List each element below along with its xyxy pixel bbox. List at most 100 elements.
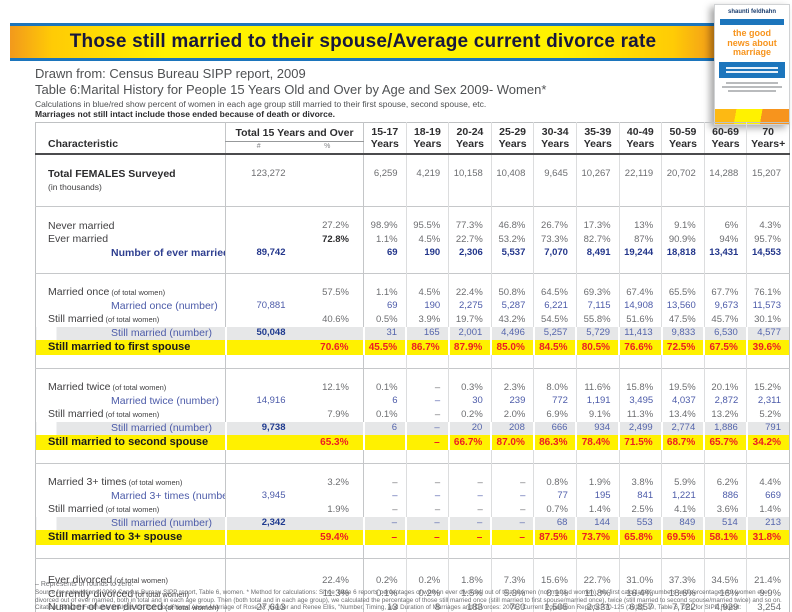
total-percent-cell: 3.2%: [327, 476, 349, 488]
table-row: Still married (of total women) 40.6% 0.5% 3…: [36, 313, 790, 327]
value-cell: 0.2%: [448, 408, 492, 422]
cell: [661, 260, 705, 273]
value-cell: 0.5%: [363, 313, 407, 327]
value-cell: 841: [618, 489, 662, 503]
cell: [291, 355, 364, 368]
value-cell: 5.2%: [746, 408, 790, 422]
cell: [448, 193, 492, 207]
cell: [533, 260, 577, 273]
value-cell: 15.2%: [746, 381, 790, 395]
cell: [448, 545, 492, 558]
value-cell: –: [490, 503, 534, 517]
cell: [363, 260, 407, 273]
cell: [363, 153, 407, 168]
cell: [490, 153, 534, 168]
value-cell: 7.3%: [490, 574, 534, 588]
value-cell: 73.7%: [575, 530, 621, 545]
cell: [533, 545, 577, 558]
table-row: Married once (of total women) 57.5% 1.1% 4.…: [36, 286, 790, 300]
row-label: Still married (of total women): [48, 313, 160, 325]
value-cell: 2.0%: [490, 408, 534, 422]
marital-history-table: Characteristic Total 15 Years and Over 1…: [35, 122, 790, 612]
table-section: Total FEMALES Surveyed (in thousands) 123,…: [35, 153, 790, 207]
value-cell: 22.4%: [448, 286, 492, 300]
cell: [703, 193, 747, 207]
value-cell: 5,729: [575, 326, 621, 340]
cell: [490, 272, 534, 286]
value-cell: 144: [575, 516, 621, 530]
value-cell: 1,191: [575, 394, 620, 408]
value-cell: 9.1%: [661, 219, 705, 233]
cell: [661, 206, 705, 220]
spacer-row: [35, 450, 790, 463]
cell: [291, 272, 364, 286]
cell: [405, 367, 449, 381]
value-cell: –: [405, 408, 449, 422]
value-cell: 17.3%: [575, 219, 620, 233]
value-cell: 30.1%: [746, 313, 790, 327]
value-cell: –: [405, 476, 449, 490]
value-cell: –: [362, 530, 408, 545]
total-number-cell: 123,272: [225, 167, 292, 194]
value-cell: [362, 435, 408, 450]
cell: [225, 557, 292, 574]
cell: [448, 367, 492, 381]
table-row: Still married (of total women) 1.9% – – – –0.…: [36, 503, 790, 517]
value-cell: 0.3%: [448, 381, 492, 395]
cell: [703, 462, 747, 476]
value-cell: 11.6%: [575, 381, 620, 395]
table-row: Still married (number) 2,342– – – –68 144 553 8…: [35, 516, 790, 530]
value-cell: 6,857: [618, 601, 662, 612]
cell: [405, 260, 449, 273]
value-cell: 1.5%: [448, 587, 492, 601]
cell: [575, 367, 620, 381]
value-cell: 6: [362, 421, 408, 435]
row-label: Married once (number): [111, 299, 218, 312]
value-cell: 30: [448, 394, 492, 408]
value-cell: 26.7%: [533, 219, 577, 233]
value-cell: 45.7%: [703, 313, 747, 327]
value-cell: 7,115: [575, 299, 620, 313]
value-cell: 4.4%: [746, 476, 790, 490]
value-cell: 15.8%: [618, 381, 662, 395]
value-cell: 65.5%: [661, 286, 705, 300]
cell: [35, 206, 226, 220]
value-cell: 849: [660, 516, 706, 530]
page-title: Those still married to their spouse/Aver…: [69, 31, 657, 52]
cell: [363, 450, 407, 463]
spacer-row: [35, 557, 790, 574]
total-number-cell: 27,613: [225, 601, 292, 612]
cell: [448, 450, 492, 463]
value-cell: 14,908: [618, 299, 662, 313]
row-label: Currently divorced (of total women): [48, 587, 190, 600]
value-cell: 190: [405, 246, 449, 260]
cell: [533, 462, 577, 476]
book-banner-strip: [720, 19, 784, 25]
row-label: Still married to 3+ spouse: [35, 530, 227, 545]
cell: [533, 206, 577, 220]
cell: [448, 206, 492, 220]
value-cell: 0.1%: [363, 408, 407, 422]
value-cell: 6,530: [703, 326, 748, 340]
cell: [35, 272, 226, 286]
value-cell: –: [405, 516, 450, 530]
cell: [225, 367, 292, 381]
value-cell: –: [405, 435, 450, 450]
table-row: Ever married 72.8% 1.1% 4.5% 22.7% 53.2% 73.3%…: [36, 233, 790, 247]
cell: [746, 355, 790, 368]
column-header-characteristic: Characteristic: [35, 122, 226, 155]
value-cell: 4,929: [703, 601, 747, 612]
row-label: Ever divorced (of total women): [48, 574, 169, 586]
value-cell: 6: [363, 394, 407, 408]
total-percent-cell: [292, 247, 364, 261]
cell: [575, 557, 620, 574]
cell: [703, 367, 747, 381]
cell: [405, 193, 449, 207]
table-row: Married once (number) 70,881 69 190 2,275 5,2…: [36, 299, 790, 313]
value-cell: 760: [490, 601, 534, 612]
cell: [618, 193, 662, 207]
cell: [291, 260, 364, 273]
value-cell: 239: [490, 394, 534, 408]
value-cell: 19.5%: [661, 381, 705, 395]
value-cell: 94%: [703, 233, 747, 247]
